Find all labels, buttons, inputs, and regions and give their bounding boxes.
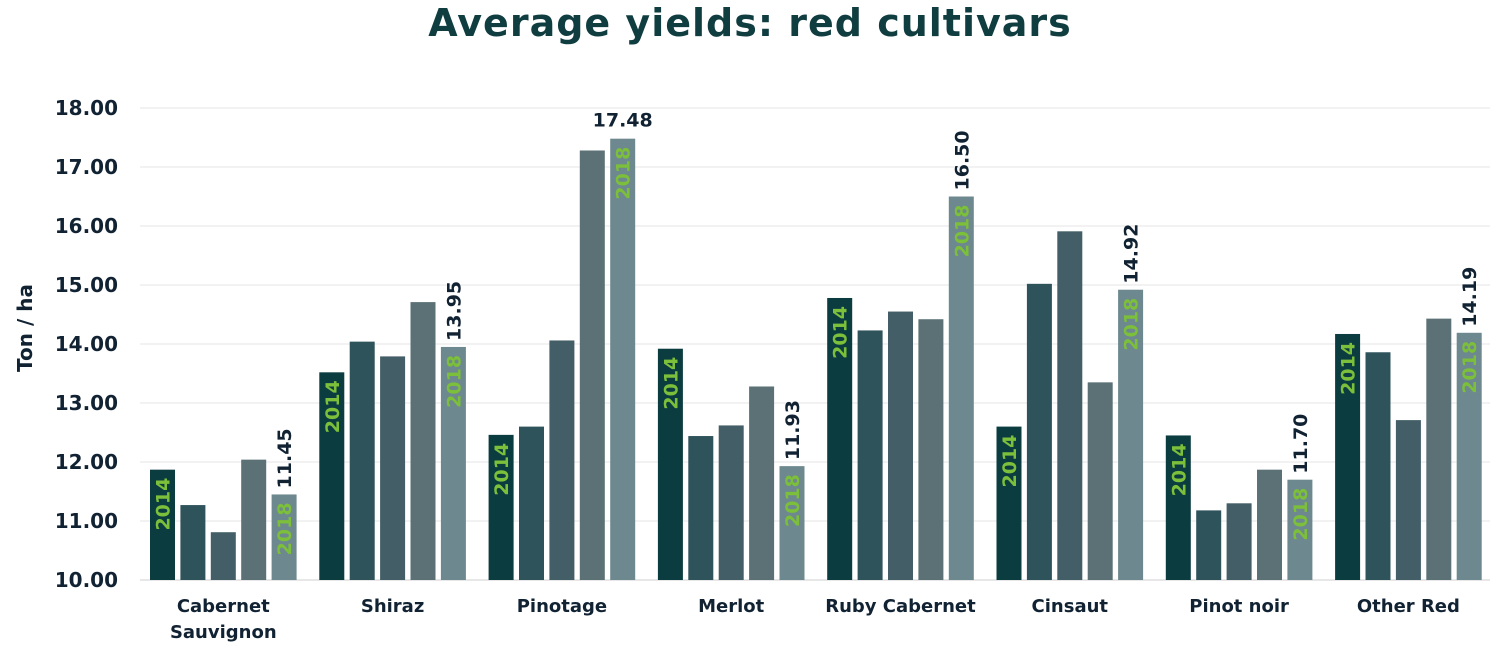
year-label: 2018 [274,502,296,555]
bar [827,297,853,580]
bar [888,311,913,580]
year-label: 2014 [153,478,175,531]
y-tick-label: 16.00 [55,214,118,238]
bar [1087,382,1113,580]
year-label: 2014 [830,306,852,359]
year-label: 2018 [782,474,804,527]
year-label: 2014 [1338,342,1360,395]
x-category-label: Other Red [1357,596,1460,617]
data-label: 16.50 [951,130,973,190]
bar [996,426,1022,580]
year-label: 2014 [491,443,513,496]
bar [1057,231,1083,580]
y-tick-label: 12.00 [55,450,118,474]
bar [1456,332,1482,580]
x-category-label: Pinot noir [1189,596,1289,617]
year-label: 2018 [443,355,465,408]
y-tick-label: 11.00 [55,509,118,533]
year-label: 2018 [613,147,635,200]
bar [1365,352,1391,580]
data-label: 11.93 [782,400,804,460]
chart-title: Average yields: red cultivars [428,1,1072,45]
bar [241,459,267,580]
year-label: 2018 [1459,341,1481,394]
bar [519,426,544,580]
bar [718,425,744,580]
data-label: 13.95 [443,281,465,341]
year-label: 2014 [660,357,682,410]
y-tick-label: 10.00 [55,568,118,592]
bar [749,386,775,580]
x-category-label: Pinotage [517,596,607,617]
y-tick-label: 14.00 [55,332,118,356]
bar [1335,333,1361,580]
bar [1287,479,1313,580]
bar [150,469,175,580]
y-tick-label: 13.00 [55,391,118,415]
x-axis-categories: Cabernet Sauvignon Shiraz Pinotage Merlot Rub… [170,596,1460,643]
x-category-label: Ruby Cabernet [825,596,976,617]
bar [210,532,236,580]
bar [1196,510,1222,580]
y-tick-label: 18.00 [55,96,118,120]
bar [1257,469,1282,580]
bar [688,436,714,580]
bar [918,319,944,580]
bar [857,330,883,580]
bar [779,466,805,580]
bar [549,340,575,580]
year-label: 2014 [322,380,344,433]
data-label: 14.92 [1121,224,1143,284]
y-tick-label: 15.00 [55,273,118,297]
year-label: 2018 [1290,488,1312,541]
data-label: 11.70 [1290,414,1312,474]
x-category-label: Sauvignon [170,622,277,643]
data-label: 11.45 [274,428,296,488]
x-category-label: Merlot [698,596,765,617]
bar [948,196,974,580]
year-label: 2018 [1121,298,1143,351]
bar [380,356,406,580]
bar [1395,420,1421,580]
year-label: 2014 [1168,443,1190,496]
bar [1026,283,1052,580]
bar [180,505,206,580]
data-label: 14.19 [1459,267,1481,327]
y-axis-ticks: 10.00 11.00 12.00 13.00 14.00 15.00 16.00 17.00… [55,96,118,592]
bar [1426,318,1452,580]
bar [657,348,683,580]
x-category-label: Cabernet [177,596,270,617]
bar [440,346,466,580]
y-tick-label: 17.00 [55,155,118,179]
y-axis-label: Ton / ha [13,284,37,372]
bar [1118,289,1144,580]
x-category-label: Shiraz [361,596,424,617]
year-label: 2018 [951,205,973,258]
year-label: 2014 [999,435,1021,488]
bar [610,138,636,580]
bar [410,302,436,580]
bar-labels: 2014 2018 11.45 2014 2018 13.95 2014 2018 17.48 2… [153,110,1482,556]
data-label: 17.48 [593,110,653,132]
bar [488,434,514,580]
x-category-label: Cinsaut [1032,596,1109,617]
bar [319,372,345,580]
bar [1226,503,1252,580]
bar [271,494,297,580]
bar [1165,435,1191,580]
bar [349,341,375,580]
bar [579,150,605,581]
bars [150,138,1482,581]
